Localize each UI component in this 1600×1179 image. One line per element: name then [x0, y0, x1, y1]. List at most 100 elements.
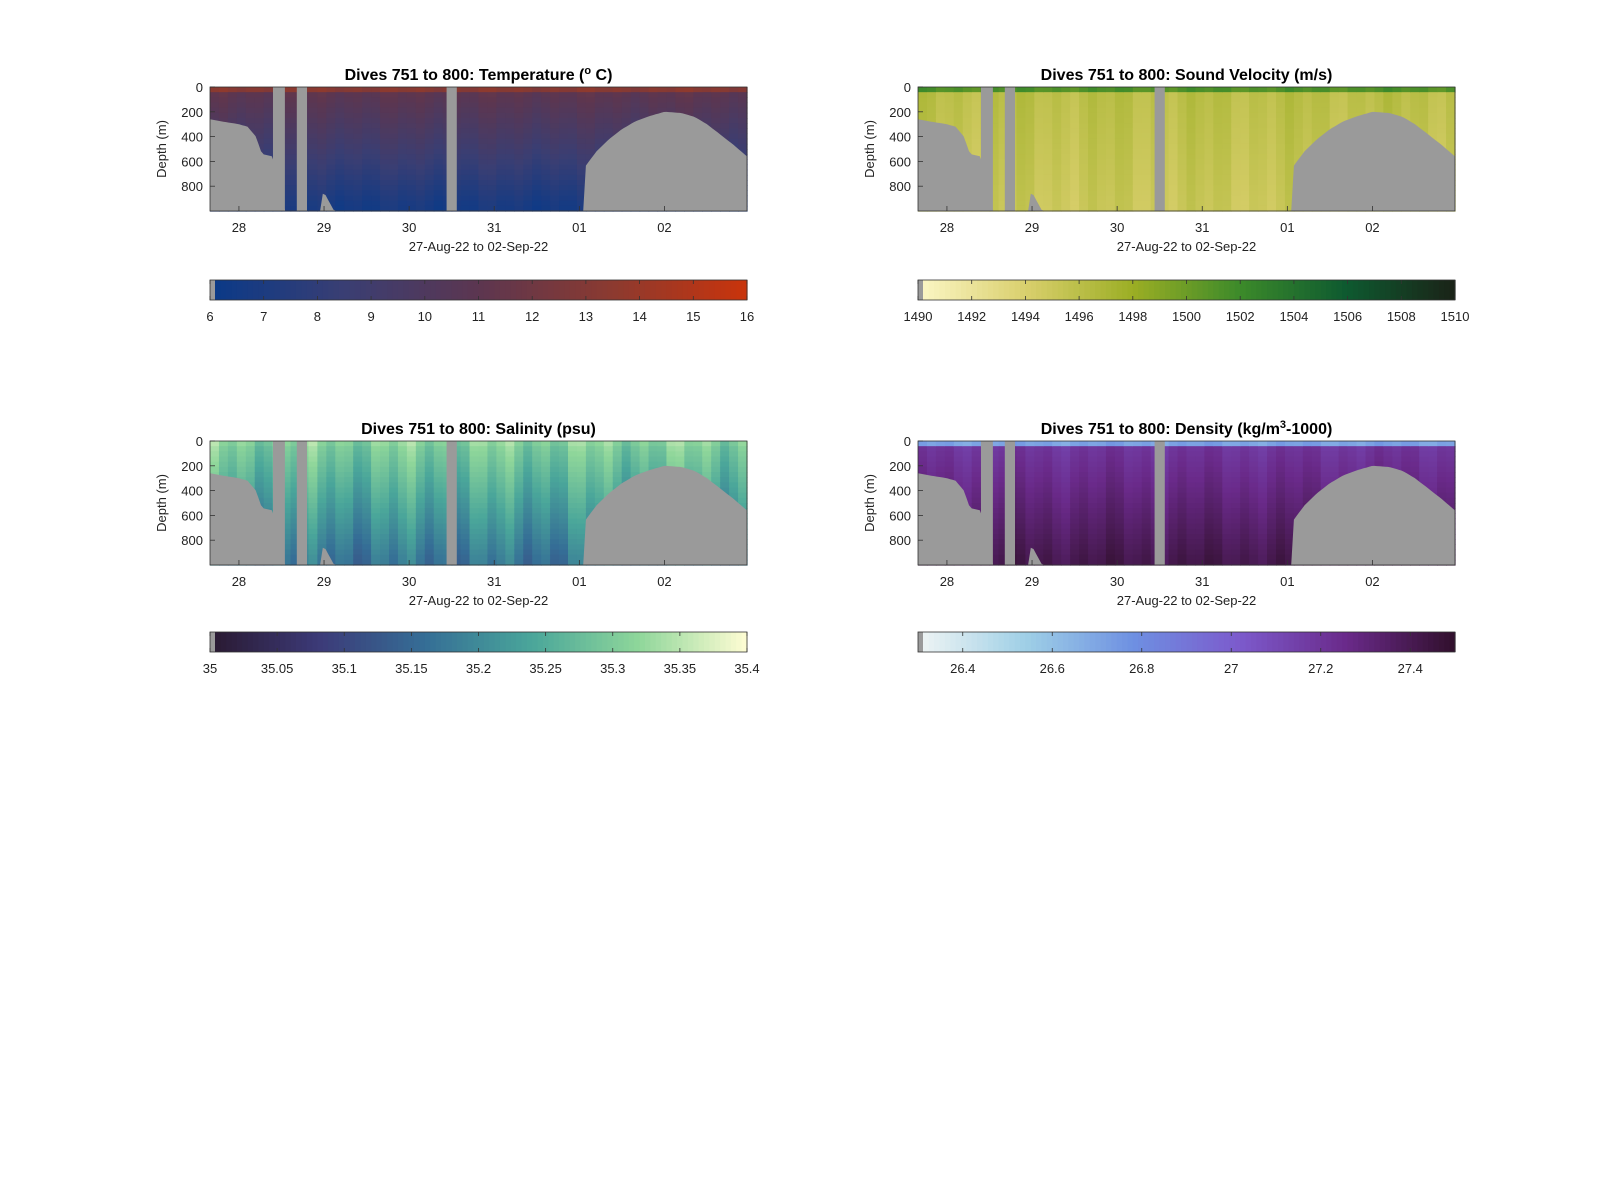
- colorbar-segment: [1347, 280, 1354, 300]
- heat-cell: [1025, 118, 1035, 124]
- heat-cell: [514, 128, 524, 135]
- heat-cell: [227, 97, 238, 104]
- heat-cell: [308, 159, 318, 166]
- colorbar-segment: [258, 280, 265, 300]
- colorbar-segment: [1358, 280, 1365, 300]
- heat-cell: [227, 92, 238, 98]
- heat-cell: [1258, 169, 1268, 176]
- heat-cell: [514, 518, 524, 525]
- colorbar-segment: [451, 280, 458, 300]
- heat-cell: [496, 164, 506, 171]
- heat-cell: [335, 503, 345, 509]
- heat-cell: [406, 518, 417, 525]
- colorbar-segment: [1009, 280, 1016, 300]
- heat-cell: [415, 118, 426, 124]
- heat-cell: [1132, 92, 1143, 98]
- heat-cell: [1097, 149, 1107, 155]
- heat-cell: [1267, 143, 1277, 150]
- heat-cell: [1249, 164, 1259, 171]
- heat-cell: [1213, 185, 1223, 191]
- heat-cell: [308, 539, 318, 545]
- heat-cell: [550, 164, 560, 171]
- heat-cell: [1186, 154, 1197, 160]
- heat-cell: [550, 123, 560, 129]
- heat-cell: [1052, 92, 1062, 98]
- heat-cell: [380, 451, 390, 458]
- heat-cell: [1123, 112, 1134, 119]
- heat-cell: [371, 492, 381, 499]
- heat-cell: [1267, 195, 1277, 202]
- heat-cell: [1347, 97, 1358, 104]
- heat-cell: [335, 534, 345, 540]
- colorbar-tick-label: 35.05: [261, 661, 294, 676]
- heat-cell: [523, 185, 533, 191]
- heat-cell: [227, 118, 238, 124]
- heat-cell: [1267, 133, 1277, 140]
- heat-cell: [362, 112, 372, 119]
- heat-cell: [389, 195, 399, 202]
- heat-cell: [1052, 205, 1062, 212]
- heat-cell: [335, 107, 345, 114]
- colorbar: 1490 1492 1494 1496 1498 1500 1502 1504 1506 1508…: [904, 279, 1469, 324]
- heat-cell: [1222, 87, 1232, 93]
- heat-cell: [576, 446, 587, 452]
- heat-cell: [594, 461, 605, 468]
- heat-cell: [514, 446, 524, 452]
- heat-cell: [353, 528, 363, 535]
- heat-cell: [1240, 159, 1250, 166]
- heat-cell: [720, 128, 730, 135]
- heat-cell: [989, 205, 1000, 212]
- heat-cell: [1258, 92, 1268, 98]
- heat-cell: [397, 544, 408, 551]
- colorbar-segment: [312, 280, 318, 300]
- heat-cell: [460, 451, 471, 458]
- heat-cell: [1114, 107, 1125, 114]
- heat-cell: [469, 92, 480, 98]
- heat-cell: [371, 508, 381, 514]
- heat-cell: [380, 174, 390, 181]
- heat-cell: [478, 174, 489, 181]
- heat-cell: [1097, 174, 1107, 181]
- colorbar-segment: [1444, 280, 1451, 300]
- heat-cell: [541, 456, 551, 463]
- heat-cell: [406, 97, 417, 104]
- heat-cell: [1132, 102, 1143, 109]
- heat-cell: [523, 523, 533, 530]
- heat-cell: [1132, 154, 1143, 160]
- heat-cell: [344, 128, 354, 135]
- heat-cell: [729, 487, 739, 494]
- heat-cell: [478, 487, 489, 494]
- heat-cell: [648, 87, 659, 93]
- heat-cell: [380, 205, 390, 212]
- heat-cell: [353, 534, 363, 540]
- heat-cell: [1079, 200, 1089, 207]
- colorbar-segment: [923, 280, 930, 300]
- heat-cell: [406, 497, 417, 504]
- heat-cell: [362, 190, 372, 197]
- heat-cell: [541, 466, 551, 473]
- heat-cell: [1043, 138, 1053, 145]
- heat-cell: [1105, 190, 1116, 197]
- heat-cell: [998, 102, 1009, 109]
- heat-cell: [1222, 190, 1232, 197]
- heat-cell: [1177, 180, 1188, 186]
- heat-cell: [281, 539, 292, 545]
- heat-cell: [684, 87, 694, 93]
- heat-cell: [1168, 143, 1179, 150]
- heat-cell: [532, 164, 542, 171]
- heat-cell: [675, 107, 685, 114]
- heat-cell: [1141, 200, 1152, 207]
- heat-cell: [406, 87, 417, 93]
- heat-cell: [478, 461, 489, 468]
- heat-cell: [227, 466, 238, 473]
- heat-cell: [953, 461, 964, 468]
- heat-cell: [335, 102, 345, 109]
- heat-cell: [227, 107, 238, 114]
- heat-cell: [585, 133, 596, 140]
- heat-cell: [353, 477, 363, 483]
- heat-cell: [424, 185, 435, 191]
- heat-cell: [576, 97, 587, 104]
- colorbar-segment: [242, 280, 249, 300]
- heat-cell: [335, 482, 345, 489]
- heat-cell: [460, 518, 471, 525]
